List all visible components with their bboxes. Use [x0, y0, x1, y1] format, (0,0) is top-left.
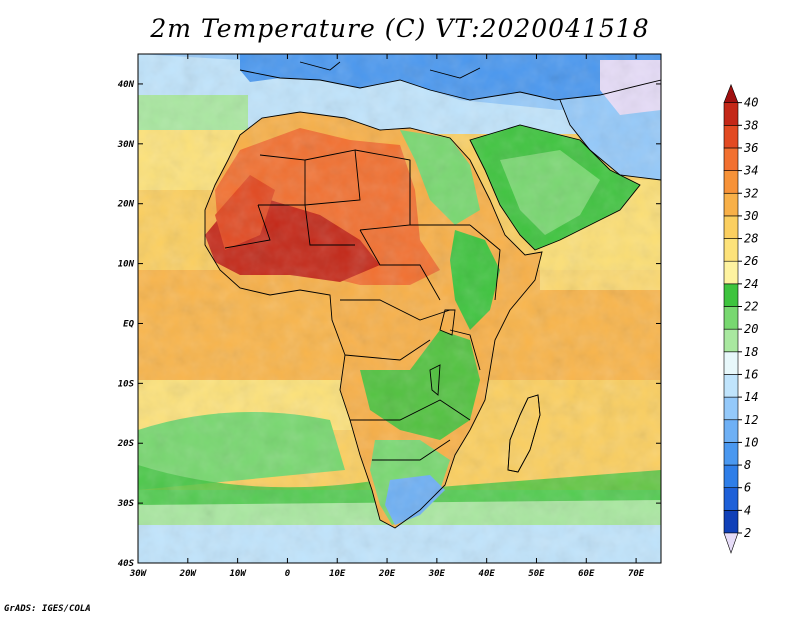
colorbar-label: 26: [744, 254, 758, 268]
lon-tick-label: 40E: [479, 569, 496, 579]
colorbar-box: [723, 442, 739, 466]
colorbar-box: [723, 147, 739, 171]
colorbar-label: 38: [743, 118, 758, 132]
colorbar-label: 24: [744, 277, 758, 291]
colorbar-label: 18: [744, 345, 758, 359]
colorbar-label: 8: [744, 458, 751, 472]
country-borders: [204, 61, 661, 529]
colorbar-label: 40: [744, 96, 758, 110]
colorbar-label: 16: [744, 367, 758, 381]
colorbar-label: 14: [744, 390, 758, 404]
lat-tick-label: 20S: [117, 439, 135, 449]
lon-tick-label: 70E: [628, 569, 645, 579]
colorbar-box: [723, 510, 739, 534]
colorbar-box: [723, 170, 739, 194]
colorbar-label: 28: [744, 232, 758, 246]
colorbar-label: 20: [744, 322, 758, 336]
colorbar-box: [723, 464, 739, 488]
lat-tick-label: 20N: [117, 200, 135, 210]
colorbar-box: [723, 125, 739, 149]
lon-tick-label: 0: [285, 569, 291, 579]
lat-tick-label: 10S: [118, 379, 135, 389]
longitude-axis: 30W 20W 10W 0 10E 20E 30E 40E 50E 60E 70E: [129, 54, 645, 579]
colorbar-box: [723, 102, 739, 126]
lon-tick-label: 20E: [378, 569, 396, 579]
lon-tick-label: 50E: [528, 569, 545, 579]
lat-tick-label: EQ: [123, 319, 134, 329]
lat-tick-label: 40S: [118, 559, 135, 569]
colorbar-box: [723, 396, 739, 421]
colorbar-box: [723, 215, 739, 239]
colorbar-label: 4: [744, 503, 751, 517]
map-frame: [137, 53, 662, 564]
lon-tick-label: 20W: [179, 569, 198, 579]
colorbar-label: 30: [743, 209, 758, 223]
colorbar-box: [723, 283, 739, 307]
colorbar-box: [723, 374, 739, 398]
colorbar-box: [723, 260, 739, 285]
colorbar-box: [723, 328, 739, 353]
colorbar-box: [723, 238, 739, 262]
latitude-axis: 40N 30N 20N 10N EQ 10S 20S 30S 40S: [117, 80, 661, 569]
colorbar-label: 6: [744, 481, 751, 495]
colorbar-label: 36: [743, 141, 758, 155]
colorbar-label: 2: [744, 526, 751, 540]
grads-credit: GrADS: IGES/COLA: [4, 604, 91, 614]
lon-tick-label: 10E: [329, 569, 346, 579]
colorbar-under-triangle: [723, 532, 739, 554]
colorbar-label: 10: [744, 435, 758, 449]
colorbar-label: 22: [744, 300, 758, 314]
lat-tick-label: 40N: [118, 80, 135, 90]
colorbar-box: [723, 192, 739, 217]
colorbar-box: [723, 306, 739, 330]
lon-tick-label: 60E: [578, 569, 595, 579]
colorbar-box: [723, 351, 739, 375]
colorbar-box: [723, 487, 739, 511]
lon-tick-label: 10W: [229, 569, 247, 579]
colorbar-over-triangle: [723, 83, 739, 103]
colorbar-label: 32: [743, 186, 758, 200]
map-title: 2m Temperature (C) VT:2020041518: [150, 14, 650, 43]
lon-tick-label: 30W: [129, 569, 148, 579]
map-plot-area: [138, 54, 661, 563]
lat-tick-label: 30S: [117, 499, 135, 509]
colorbar-label: 12: [744, 413, 758, 427]
lon-tick-label: 30E: [428, 569, 446, 579]
colorbar-label: 34: [743, 164, 758, 178]
lat-tick-label: 10N: [118, 260, 135, 270]
field-texture: [138, 54, 661, 563]
colorbar-box: [723, 419, 739, 443]
lat-tick-label: 30N: [117, 140, 135, 150]
